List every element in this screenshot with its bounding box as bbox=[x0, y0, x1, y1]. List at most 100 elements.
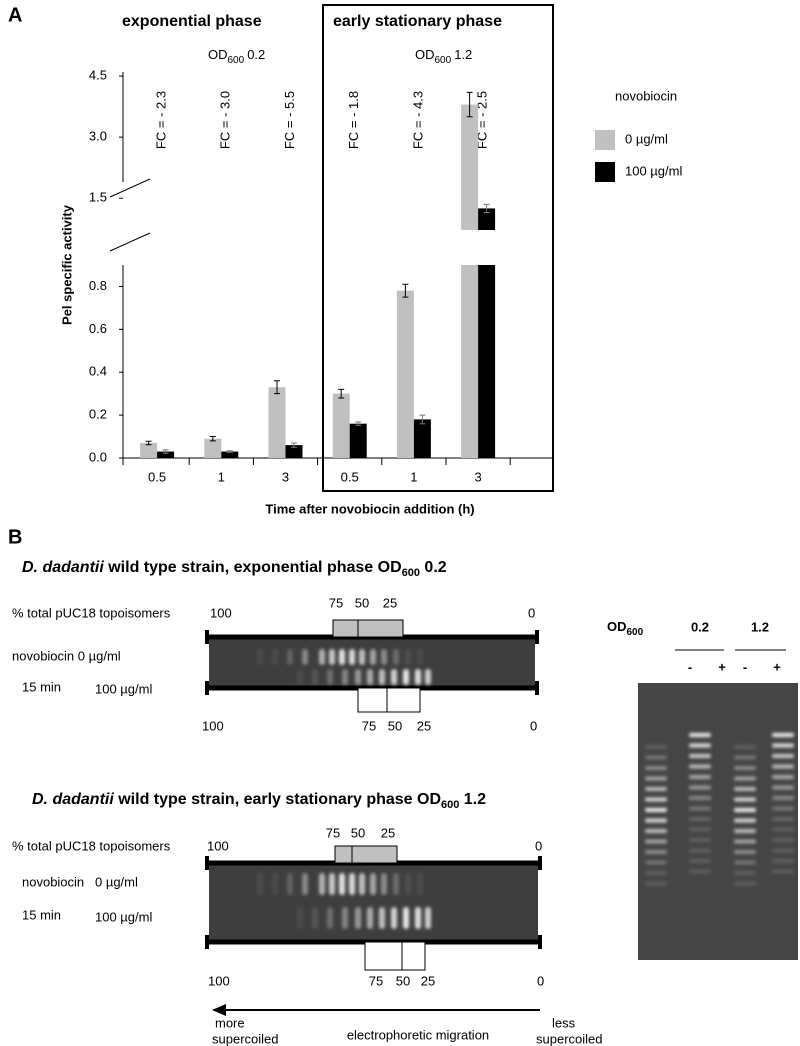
gel-band bbox=[734, 818, 756, 823]
annotation: FC = - 2.3 bbox=[154, 91, 169, 149]
gel-band bbox=[772, 733, 794, 737]
lane-label: - bbox=[743, 659, 747, 674]
gel-band bbox=[645, 860, 667, 865]
gel-band bbox=[415, 669, 421, 685]
bar bbox=[221, 451, 239, 458]
gel-band bbox=[645, 776, 667, 781]
gel-band bbox=[405, 649, 411, 665]
scale-label: 25 bbox=[381, 825, 395, 840]
scale-label: 50 bbox=[388, 718, 402, 733]
gel-band bbox=[689, 775, 711, 779]
gel-band bbox=[339, 873, 345, 895]
gel-band bbox=[393, 873, 399, 895]
gel-band bbox=[349, 873, 355, 895]
scale-end: 100 bbox=[210, 605, 232, 620]
scale-label: 75 bbox=[362, 718, 376, 733]
error-bar bbox=[162, 449, 169, 454]
error-bar bbox=[402, 283, 409, 298]
gel-band bbox=[312, 669, 318, 685]
title-part: D. dadantii bbox=[22, 559, 104, 576]
gel-band bbox=[342, 669, 348, 685]
error-bar bbox=[145, 440, 152, 446]
gel-band bbox=[772, 869, 794, 874]
gel-band bbox=[415, 907, 421, 929]
gel-band bbox=[359, 649, 365, 665]
scale-box bbox=[332, 619, 404, 638]
lane-label: + bbox=[718, 659, 726, 674]
row-label: 0 µg/ml bbox=[95, 874, 138, 889]
row-label: 15 min bbox=[22, 679, 61, 694]
legend-label: 0 µg/ml bbox=[625, 131, 668, 146]
gel-band bbox=[355, 907, 361, 929]
gel-band bbox=[367, 907, 373, 929]
bar bbox=[478, 208, 496, 230]
title-part: D. dadantii bbox=[32, 791, 114, 808]
scale-label: 75 bbox=[326, 825, 340, 840]
gel-band bbox=[342, 907, 348, 929]
gel-band bbox=[689, 817, 711, 821]
gel-band bbox=[645, 829, 667, 833]
gel-band bbox=[302, 873, 308, 895]
bar bbox=[478, 265, 496, 458]
od-label: OD600 1.2 bbox=[415, 47, 472, 65]
axis-break bbox=[109, 232, 151, 252]
gel-band bbox=[645, 850, 667, 854]
row-label: novobiocin 0 µg/ml bbox=[12, 648, 121, 663]
gel-band bbox=[734, 839, 756, 844]
arrow-label: supercoiled bbox=[212, 1031, 279, 1046]
y-tick-label: 4.5 bbox=[89, 68, 107, 83]
gel-band bbox=[645, 871, 667, 875]
gel-band bbox=[329, 873, 335, 895]
error-bar bbox=[466, 91, 473, 118]
gel-band bbox=[734, 829, 756, 833]
arrow-head bbox=[212, 1004, 226, 1016]
row-label: novobiocin bbox=[22, 874, 84, 889]
gel-panel: D. dadantii wild type strain, early stat… bbox=[12, 791, 544, 988]
gel-band bbox=[689, 743, 711, 748]
bar bbox=[268, 387, 286, 458]
x-axis-label: Time after novobiocin addition (h) bbox=[265, 501, 474, 516]
error-bar bbox=[274, 380, 280, 395]
row-label: 100 µg/ml bbox=[95, 909, 152, 924]
error-bar bbox=[209, 436, 216, 442]
gel-band bbox=[403, 669, 409, 685]
od-label: OD600 0.2 bbox=[208, 47, 265, 65]
topo-label: % total pUC18 topoisomers bbox=[12, 838, 171, 853]
gel-band bbox=[312, 907, 318, 929]
gel-band bbox=[367, 669, 373, 685]
error-bar bbox=[483, 203, 490, 213]
gel-title: D. dadantii wild type strain, exponentia… bbox=[22, 559, 447, 579]
gel-bands bbox=[645, 733, 794, 886]
scale-label: 50 bbox=[351, 825, 365, 840]
scale-end: 100 bbox=[202, 718, 224, 733]
bar bbox=[140, 442, 158, 458]
gel-band bbox=[772, 838, 794, 842]
title-part: wild type strain, exponential phase OD bbox=[104, 559, 402, 576]
gel-band bbox=[393, 649, 399, 665]
bar bbox=[396, 290, 414, 458]
gel-band bbox=[689, 733, 711, 737]
gel-band bbox=[381, 873, 387, 895]
title-part: 1.2 bbox=[459, 791, 486, 808]
error-bar bbox=[355, 421, 362, 426]
legend-swatch bbox=[595, 162, 615, 182]
y-tick-label: 3.0 bbox=[89, 129, 107, 144]
scale-box bbox=[364, 941, 426, 971]
arrow-label: less bbox=[552, 1015, 576, 1030]
gel-band bbox=[734, 787, 756, 791]
phase-label: exponential phase bbox=[122, 13, 262, 30]
arrow-label: electrophoretic migration bbox=[347, 1027, 489, 1042]
bar bbox=[204, 438, 222, 458]
gel-band bbox=[425, 907, 431, 929]
gel-band bbox=[734, 881, 756, 886]
error-bar bbox=[338, 388, 345, 399]
scale-label: 25 bbox=[383, 595, 397, 610]
annotation: FC = - 4.3 bbox=[410, 91, 425, 149]
gel-band bbox=[645, 797, 667, 802]
scale-label: 50 bbox=[396, 973, 410, 988]
y-tick-label: 1.5 bbox=[89, 190, 107, 205]
gel-band bbox=[403, 907, 409, 929]
gel-band bbox=[319, 873, 325, 895]
gel-band bbox=[772, 775, 794, 779]
gel-band bbox=[379, 669, 385, 685]
